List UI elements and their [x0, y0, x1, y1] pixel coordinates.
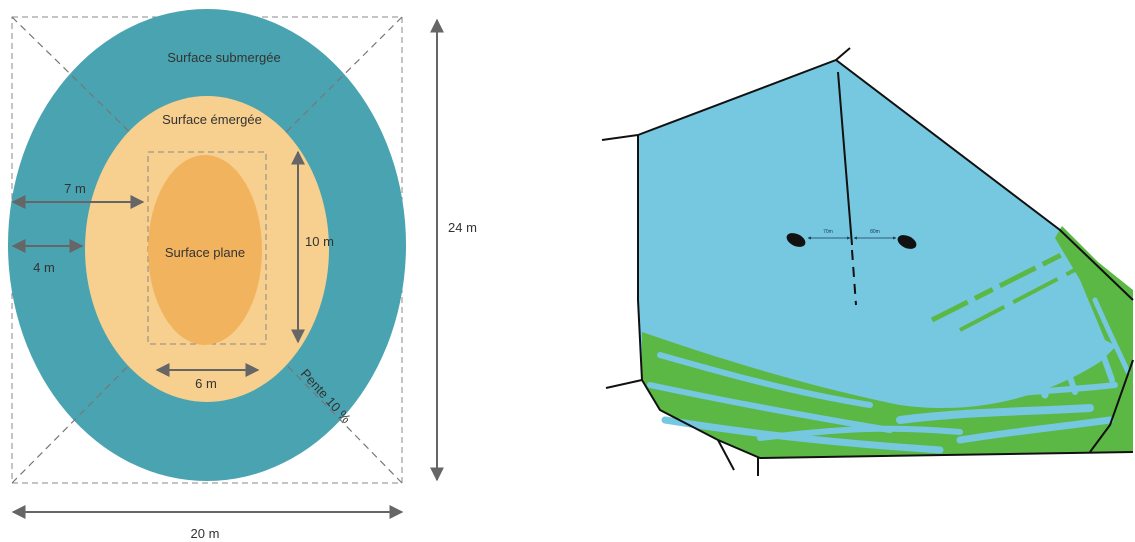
pond-left — [786, 233, 806, 247]
dim-label-inner-width: 6 m — [195, 376, 217, 391]
water-channels — [647, 267, 1131, 454]
diagonal-dash — [265, 16, 403, 153]
dim-label-inner-height: 10 m — [305, 234, 334, 249]
central-path-dashed — [851, 249, 857, 306]
label-plane: Surface plane — [165, 245, 245, 260]
central-path — [837, 71, 853, 246]
vegetation-strip — [930, 245, 1077, 323]
dim-label-submerged: 4 m — [33, 260, 55, 275]
label-submerged: Surface submergée — [167, 50, 280, 65]
site-boundary — [637, 135, 1134, 460]
water-area — [638, 60, 1133, 458]
dim-label-total-height: 24 m — [448, 220, 477, 235]
plane-zone — [148, 155, 262, 345]
diagonal-dash — [11, 343, 151, 484]
inner-dashed-frame — [147, 151, 267, 345]
access-road — [601, 134, 639, 141]
distance-label-right: 80m — [870, 229, 880, 235]
access-road — [605, 379, 643, 389]
vegetation-area — [642, 330, 1133, 458]
vegetation-strip — [959, 260, 1091, 332]
distance-label-left: 70m — [823, 229, 833, 235]
access-road — [835, 47, 851, 61]
diagonal-dash — [265, 343, 403, 484]
access-road — [717, 439, 735, 471]
site-boundary — [1089, 359, 1134, 453]
dim-label-total-width: 20 m — [191, 526, 220, 541]
pond-profile-diagram: Surface submergée Surface émergée Surfac… — [8, 9, 477, 541]
dim-label-emerged: 7 m — [64, 181, 86, 196]
site-map: 70m 80m — [601, 47, 1134, 476]
vegetation-area — [1055, 226, 1133, 348]
label-emerged: Surface émergée — [162, 112, 262, 127]
pond-right — [897, 235, 917, 249]
site-boundary — [637, 58, 1134, 301]
diagonal-dash — [11, 16, 151, 153]
